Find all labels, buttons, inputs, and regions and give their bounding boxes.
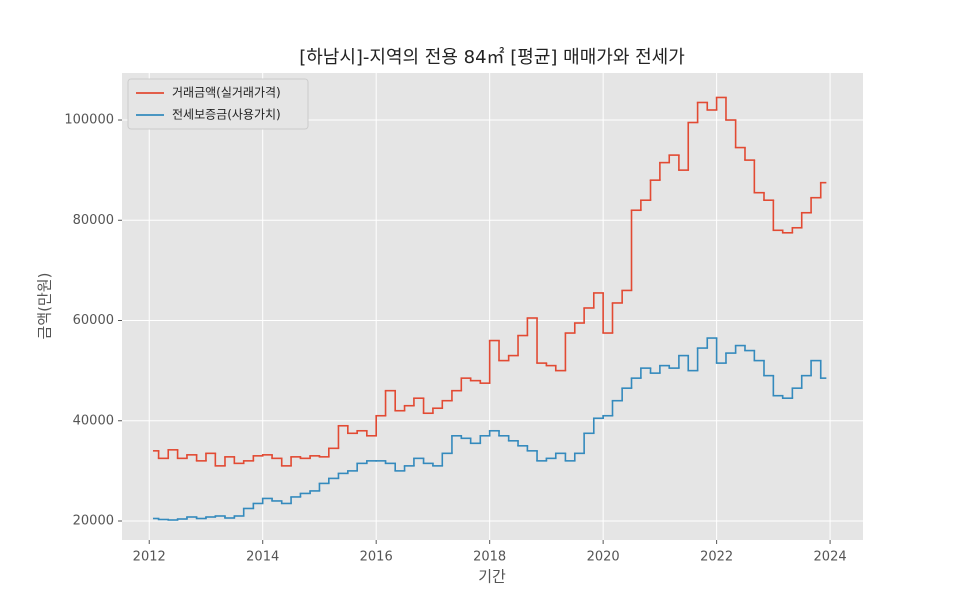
legend-box	[127, 78, 309, 130]
x-tick-label: 2014	[246, 550, 279, 565]
y-axis-label: 금액(만원)	[36, 273, 54, 340]
y-tick-label: 40000	[73, 413, 114, 428]
y-tick-label: 20000	[73, 514, 114, 529]
x-tick-label: 2022	[700, 550, 733, 565]
plot-area	[122, 73, 863, 540]
x-tick-label: 2012	[133, 550, 166, 565]
y-tick-label: 100000	[64, 113, 114, 128]
x-tick-label: 2016	[360, 550, 393, 565]
legend-label: 거래금액(실거래가격)	[172, 86, 281, 100]
x-axis-label: 기간	[478, 568, 506, 586]
chart-title: [하남시]-지역의 전용 84㎡ [평균] 매매가와 전세가	[299, 46, 685, 68]
y-tick-label: 60000	[73, 313, 114, 328]
legend-label: 전세보증금(사용가치)	[172, 108, 281, 122]
y-tick-label: 80000	[73, 213, 114, 228]
x-tick-label: 2024	[814, 550, 847, 565]
x-tick-label: 2020	[587, 550, 620, 565]
x-tick-label: 2018	[473, 550, 506, 565]
